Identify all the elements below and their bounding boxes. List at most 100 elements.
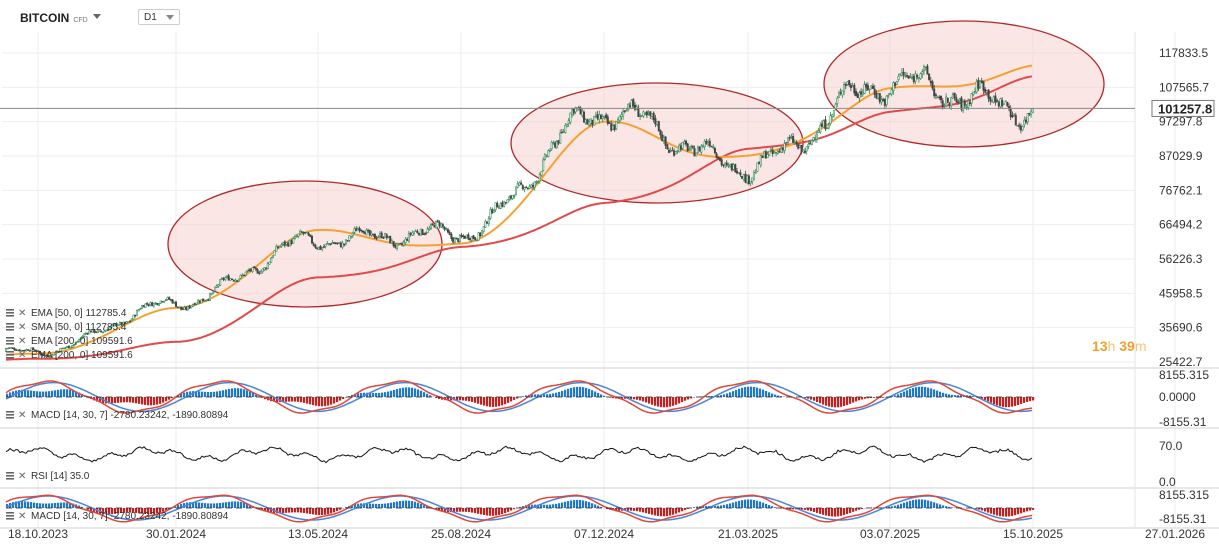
candle xyxy=(666,143,669,150)
candle-body xyxy=(166,296,169,300)
macd-histogram-bar xyxy=(474,508,477,514)
candle-body xyxy=(861,92,864,96)
candle-body xyxy=(785,142,788,144)
candle-body xyxy=(8,347,11,349)
candle-body xyxy=(424,232,427,235)
candle xyxy=(504,202,507,205)
macd-histogram-bar xyxy=(6,393,9,397)
candle xyxy=(494,202,497,212)
macd-histogram-bar xyxy=(828,508,831,517)
symbol-name[interactable]: BITCOIN CFD xyxy=(20,11,88,25)
macd-histogram-bar xyxy=(21,501,24,508)
candle xyxy=(800,144,803,155)
price-candles xyxy=(5,64,1034,359)
macd-histogram-bar xyxy=(561,390,564,397)
candle-body xyxy=(307,232,310,236)
list-icon-bar xyxy=(6,472,14,474)
macd-histogram-bar xyxy=(363,392,366,397)
macd-histogram-bar xyxy=(471,397,474,402)
candle-body xyxy=(518,182,521,186)
macd-histogram-bar xyxy=(264,508,267,512)
macd-histogram-bar xyxy=(918,386,921,397)
macd-histogram-bar xyxy=(810,397,813,400)
candle-body xyxy=(588,121,591,126)
candle xyxy=(32,347,35,351)
candle-body xyxy=(860,91,863,95)
macd-histogram-bar xyxy=(450,397,453,401)
candle xyxy=(101,331,104,334)
candle xyxy=(159,300,162,304)
macd-histogram-bar xyxy=(333,508,336,513)
candle-body xyxy=(557,140,560,144)
macd-histogram-bar xyxy=(738,388,741,397)
macd-histogram-bar xyxy=(765,503,768,508)
candle-body xyxy=(783,143,786,151)
candle-body xyxy=(856,93,859,98)
candle xyxy=(939,95,942,104)
candle-body xyxy=(469,238,472,241)
macd-histogram-bar xyxy=(486,397,489,407)
candle-body xyxy=(725,162,728,165)
candle xyxy=(438,220,441,229)
candle-body xyxy=(188,305,191,309)
candle xyxy=(616,117,619,124)
candle-body xyxy=(601,116,604,119)
timeframe-select[interactable]: D1 xyxy=(138,9,180,25)
macd-histogram-bar xyxy=(543,394,546,397)
macd-histogram-bar xyxy=(366,503,369,508)
candle-body xyxy=(848,80,851,86)
candle-body xyxy=(491,209,494,214)
candle xyxy=(404,237,407,245)
candle xyxy=(237,278,240,283)
macd-histogram-bar xyxy=(69,502,72,508)
candle-body xyxy=(571,109,574,115)
chevron-down-icon xyxy=(166,15,174,20)
candle xyxy=(428,225,431,231)
candle-body xyxy=(722,164,725,166)
candle xyxy=(382,236,385,240)
macd-histogram-bar xyxy=(36,391,39,397)
candle xyxy=(822,119,825,128)
candle-body xyxy=(824,119,827,130)
rsi-line xyxy=(5,445,1033,464)
candle-body xyxy=(455,237,458,240)
macd-histogram-bar xyxy=(1029,508,1032,511)
macd2-tick-label: -8155.31 xyxy=(1159,512,1207,526)
macd-histogram-bar xyxy=(276,508,279,514)
candle xyxy=(657,120,660,132)
candle xyxy=(209,292,212,302)
candle xyxy=(538,172,541,184)
candle xyxy=(117,324,120,327)
candle-body xyxy=(992,96,995,103)
candle-body xyxy=(647,112,650,115)
candle xyxy=(210,292,213,296)
macd-histogram-bar xyxy=(921,386,924,397)
macd-signal-line xyxy=(5,381,1033,413)
candle xyxy=(392,241,395,248)
candle-body xyxy=(531,184,534,188)
candle-body xyxy=(421,229,424,235)
macd-histogram-bar xyxy=(843,397,846,407)
candle xyxy=(555,139,558,149)
candle-body xyxy=(214,286,217,292)
chevron-down-icon[interactable] xyxy=(93,14,101,19)
candle-body xyxy=(246,270,249,272)
candle xyxy=(156,303,159,306)
candle xyxy=(752,170,755,181)
candle-body xyxy=(678,144,681,153)
candle xyxy=(785,142,788,144)
candle-body xyxy=(76,341,79,343)
candle-body xyxy=(912,76,915,83)
candle-body xyxy=(275,245,278,252)
candle xyxy=(343,243,346,247)
macd-histogram-bar xyxy=(672,397,675,406)
candle-body xyxy=(997,102,1000,107)
candle-body xyxy=(234,279,237,282)
macd-histogram-bar xyxy=(915,499,918,508)
candle-body xyxy=(899,73,902,76)
candle-body xyxy=(402,241,405,246)
macd-histogram-bar xyxy=(18,390,21,397)
candle-body xyxy=(27,349,30,351)
candle-body xyxy=(773,151,776,154)
